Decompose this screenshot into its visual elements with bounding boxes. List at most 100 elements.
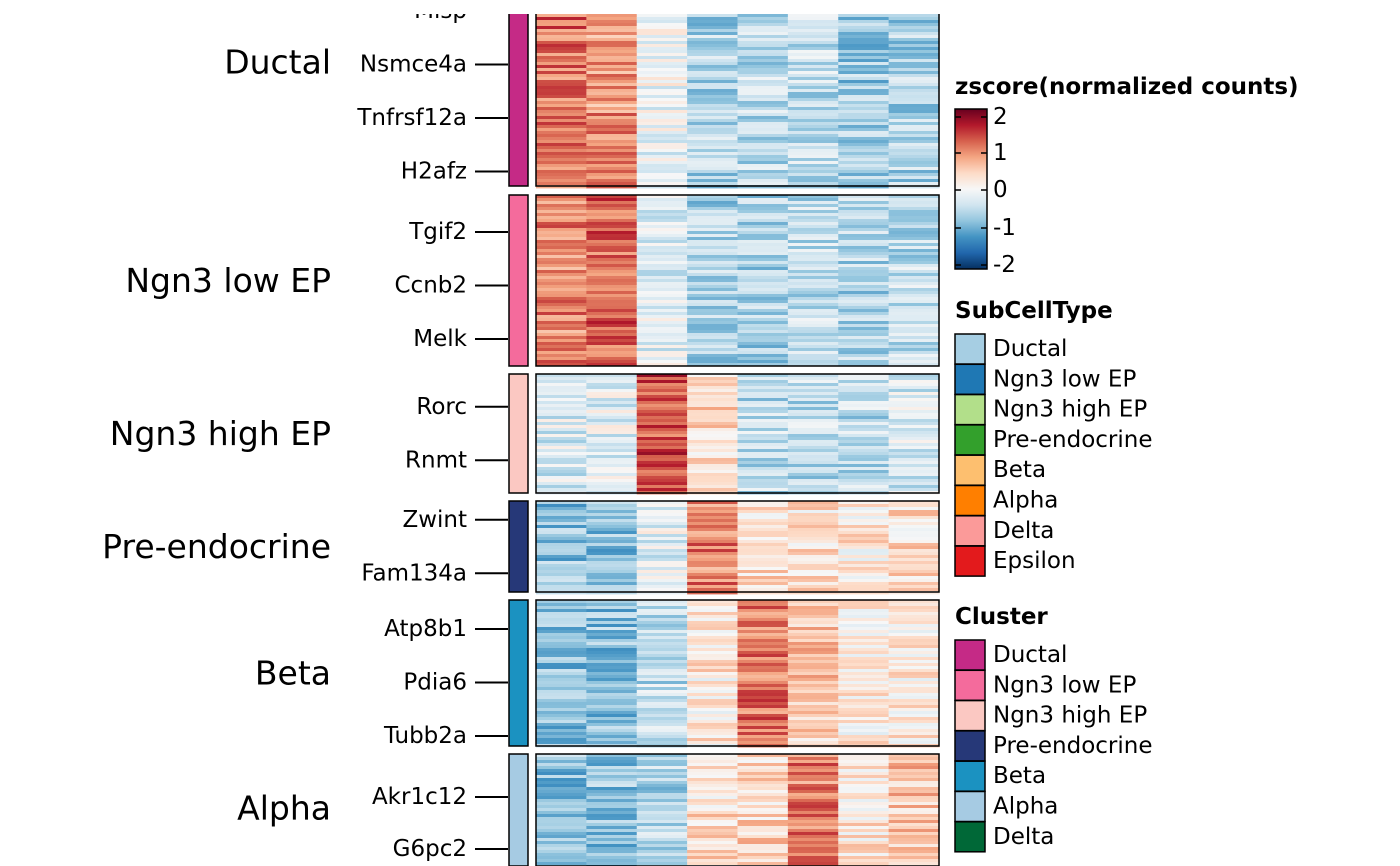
heatmap-cell	[838, 705, 889, 708]
gene-label: Ccnb2	[394, 273, 467, 299]
heatmap-cell	[586, 624, 637, 627]
heatmap-cell	[738, 657, 789, 660]
heatmap-cell	[788, 8, 839, 11]
heatmap-cell	[838, 216, 889, 219]
heatmap-cell	[889, 621, 940, 624]
heatmap-cell	[536, 264, 587, 267]
heatmap-cell	[788, 467, 839, 470]
heatmap-cell	[838, 729, 889, 732]
heatmap-cell	[838, 790, 889, 793]
heatmap-cell	[788, 672, 839, 675]
heatmap-cell	[637, 83, 688, 86]
heatmap-cell	[536, 170, 587, 173]
heatmap-cell	[586, 645, 637, 648]
heatmap-cell	[687, 723, 738, 726]
heatmap-cell	[637, 357, 688, 360]
heatmap-cell	[586, 479, 637, 482]
heatmap-cell	[586, 630, 637, 633]
heatmap-cell	[889, 83, 940, 86]
heatmap-cell	[838, 684, 889, 687]
heatmap-cell	[738, 603, 789, 606]
heatmap-cell	[637, 648, 688, 651]
heatmap-cell	[788, 11, 839, 14]
heatmap-cell	[586, 404, 637, 407]
heatmap-cell	[637, 582, 688, 585]
heatmap-cell	[788, 173, 839, 176]
heatmap-cell	[637, 431, 688, 434]
heatmap-cell	[889, 648, 940, 651]
heatmap-cell	[536, 522, 587, 525]
heatmap-cell	[738, 56, 789, 59]
heatmap-cell	[586, 303, 637, 306]
heatmap-cell	[687, 404, 738, 407]
heatmap-cell	[738, 841, 789, 844]
heatmap-cell	[838, 699, 889, 702]
heatmap-cell	[738, 17, 789, 20]
heatmap-cell	[536, 609, 587, 612]
heatmap-cell	[586, 386, 637, 389]
heatmap-cell	[637, 306, 688, 309]
heatmap-cell	[637, 829, 688, 832]
heatmap-cell	[536, 333, 587, 336]
legend-swatch	[955, 516, 985, 546]
heatmap-cell	[738, 29, 789, 32]
heatmap-cell	[838, 56, 889, 59]
heatmap-cell	[788, 808, 839, 811]
heatmap-cell	[637, 537, 688, 540]
heatmap-cell	[586, 116, 637, 119]
heatmap-cell	[536, 510, 587, 513]
heatmap-cell	[738, 437, 789, 440]
heatmap-cell	[687, 246, 738, 249]
heatmap-cell	[738, 588, 789, 591]
heatmap-cell	[738, 738, 789, 741]
gene-label: Pdia6	[403, 670, 467, 696]
heatmap-cell	[536, 152, 587, 155]
heatmap-cell	[586, 633, 637, 636]
heatmap-cell	[536, 458, 587, 461]
heatmap-cell	[637, 576, 688, 579]
heatmap-cell	[788, 41, 839, 44]
heatmap-cell	[536, 83, 587, 86]
heatmap-cell	[536, 252, 587, 255]
heatmap-cell	[738, 811, 789, 814]
heatmap-cell	[738, 829, 789, 832]
heatmap-cell	[637, 732, 688, 735]
heatmap-cell	[687, 201, 738, 204]
heatmap-cell	[838, 26, 889, 29]
heatmap-cell	[586, 615, 637, 618]
heatmap-cell	[536, 377, 587, 380]
heatmap-cell	[687, 485, 738, 488]
heatmap-cell	[536, 416, 587, 419]
heatmap-cell	[637, 77, 688, 80]
heatmap-cell	[838, 437, 889, 440]
heatmap-cell	[687, 243, 738, 246]
heatmap-cell	[788, 95, 839, 98]
heatmap-cell	[586, 549, 637, 552]
heatmap-cell	[586, 651, 637, 654]
heatmap-cell	[838, 461, 889, 464]
heatmap-cell	[889, 561, 940, 564]
heatmap-cell	[687, 312, 738, 315]
heatmap-cell	[738, 330, 789, 333]
heatmap-cell	[889, 17, 940, 20]
heatmap-cell	[889, 164, 940, 167]
heatmap-cell	[687, 44, 738, 47]
heatmap-cell	[889, 675, 940, 678]
heatmap-cell	[838, 380, 889, 383]
heatmap-cell	[687, 315, 738, 318]
heatmap-cell	[838, 47, 889, 50]
heatmap-cell	[788, 222, 839, 225]
heatmap-cell	[637, 741, 688, 744]
heatmap-cell	[687, 2, 738, 5]
heatmap-cell	[637, 303, 688, 306]
gene-label: Fam134a	[361, 560, 467, 586]
heatmap-cell	[788, 234, 839, 237]
heatmap-cell	[637, 158, 688, 161]
heatmap-cell	[838, 357, 889, 360]
heatmap-cell	[738, 778, 789, 781]
heatmap-cell	[536, 669, 587, 672]
heatmap-cell	[738, 717, 789, 720]
heatmap-cell	[586, 741, 637, 744]
heatmap-cell	[738, 663, 789, 666]
heatmap-cell	[788, 859, 839, 862]
